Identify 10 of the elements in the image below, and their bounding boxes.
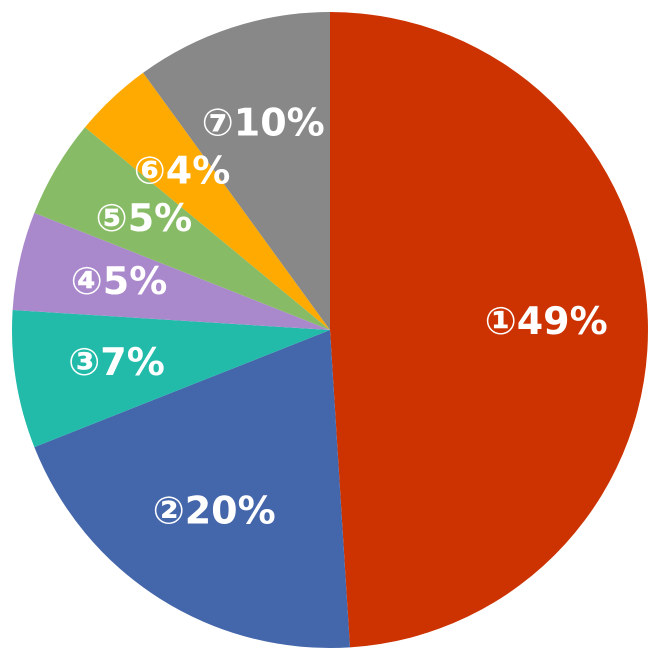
pie-slice — [34, 330, 350, 648]
slice-label: ①49% — [484, 299, 608, 344]
pie-slice — [12, 310, 330, 448]
pie-slice — [330, 12, 648, 648]
slice-label: ④5% — [70, 258, 168, 303]
slice-label: ②20% — [152, 488, 276, 533]
slice-label: ⑥4% — [134, 148, 230, 192]
slice-label: ⑦10% — [202, 100, 325, 144]
slice-label: ⑤5% — [96, 196, 192, 240]
slice-label: ③7% — [68, 340, 165, 384]
